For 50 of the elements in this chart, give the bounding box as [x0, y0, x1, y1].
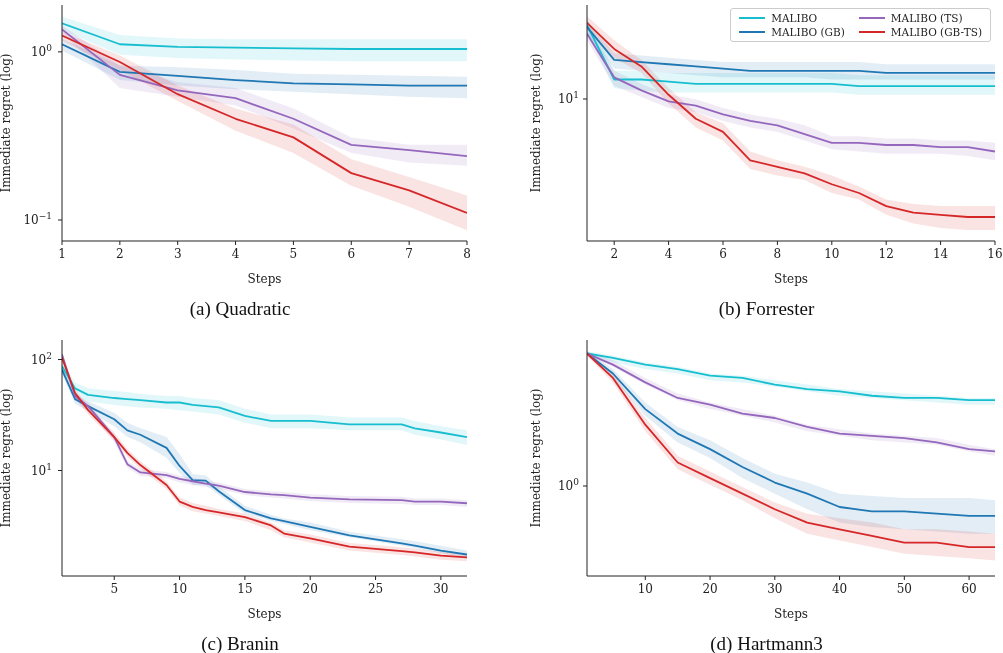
x-tick-label: 14 — [932, 247, 949, 261]
legend-label: MALIBO (GB-TS) — [890, 26, 982, 38]
x-tick-label: 5 — [289, 247, 298, 261]
x-tick-label: 4 — [664, 247, 673, 261]
x-tick-label: 12 — [878, 247, 894, 261]
text: 10$^{0}$ — [557, 477, 580, 494]
x-axis-title: Steps — [774, 607, 808, 621]
x-tick-label: 30 — [433, 582, 449, 596]
y-axis-title: Immediate regret (log) — [0, 53, 14, 193]
x-tick-label: 2 — [116, 247, 124, 261]
x-tick-label: 6 — [347, 247, 356, 261]
x-tick-label: 30 — [767, 582, 783, 596]
x-tick-label: 20 — [302, 582, 318, 596]
x-tick-label: 6 — [719, 247, 727, 261]
x-tick-label: 10 — [171, 582, 188, 596]
x-tick-label: 8 — [773, 247, 782, 261]
text: (a) Quadratic — [188, 298, 292, 320]
text: 10$^{1}$ — [557, 90, 579, 107]
x-tick-label: 1 — [58, 247, 66, 261]
x-axis-title: Steps — [774, 272, 808, 286]
x-tick-label: 10 — [637, 582, 653, 596]
x-tick-label: 10 — [824, 247, 840, 261]
y-tick-label: 10$^{2}$ — [30, 350, 52, 367]
x-tick-label: 4 — [231, 247, 240, 261]
legend-label: MALIBO (TS) — [890, 12, 963, 24]
x-tick-label: 15 — [237, 582, 253, 596]
legend-label: MALIBO (GB) — [771, 26, 845, 38]
x-tick-label: 5 — [110, 582, 119, 596]
x-axis-title: Steps — [247, 272, 282, 286]
y-tick-label: 10$^{1}$ — [30, 461, 52, 478]
x-tick-label: 50 — [896, 582, 912, 596]
x-tick-label: 7 — [405, 247, 413, 261]
x-tick-label: 25 — [367, 582, 384, 596]
x-tick-label: 8 — [463, 247, 471, 261]
x-tick-label: 16 — [987, 247, 1003, 261]
y-tick-label: 10$^{0}$ — [30, 42, 53, 59]
line-series — [62, 43, 467, 87]
x-tick-label: 20 — [702, 582, 718, 596]
x-tick-label: 60 — [961, 582, 977, 596]
x-axis-title: Steps — [247, 607, 282, 621]
y-axis-title: Immediate regret (log) — [529, 53, 544, 193]
legend-label: MALIBO — [771, 12, 818, 24]
y-axis-title: Immediate regret (log) — [529, 388, 544, 528]
x-tick-label: 40 — [831, 582, 848, 596]
text: (b) Forrester — [717, 298, 816, 320]
y-axis-title: Immediate regret (log) — [0, 388, 14, 528]
x-tick-label: 3 — [173, 247, 182, 261]
x-tick-label: 2 — [610, 247, 619, 261]
y-tick-label: 10$^{−1}$ — [23, 210, 52, 227]
line-series — [62, 22, 467, 50]
